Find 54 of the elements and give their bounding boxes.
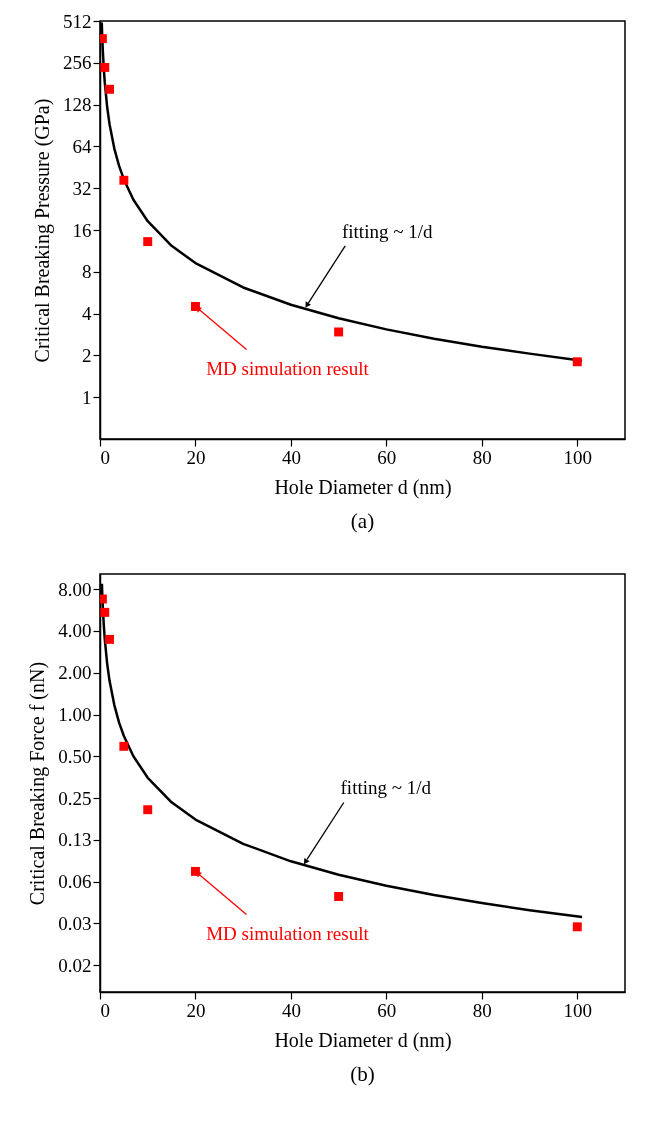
y-tick-label: 16 xyxy=(72,219,92,241)
point xyxy=(100,607,110,617)
point xyxy=(105,84,115,94)
y-tick-label: 4.00 xyxy=(58,620,92,642)
x-tick-label: 0 xyxy=(100,446,110,468)
y-tick-label: 0.50 xyxy=(58,745,92,767)
x-tick-label: 80 xyxy=(472,999,492,1021)
point xyxy=(572,922,582,932)
x-tick-label: 20 xyxy=(186,446,206,468)
y-tick-label: 0.02 xyxy=(58,954,92,976)
y-axis-title: Critical Breaking Force f (nN) xyxy=(26,661,50,906)
y-tick-label: 0.06 xyxy=(58,871,92,893)
text: (a) xyxy=(350,509,375,533)
annotation: MD simulation result xyxy=(206,358,370,380)
y-tick-label: 0.25 xyxy=(58,787,92,809)
x-tick-label: 0 xyxy=(100,999,110,1021)
x-tick-label: 100 xyxy=(563,999,593,1021)
x-tick-label: 40 xyxy=(281,446,301,468)
y-tick-label: 2.00 xyxy=(58,662,92,684)
x-tick-label: 80 xyxy=(472,446,492,468)
y-tick-label: 8 xyxy=(82,261,92,283)
point xyxy=(119,741,129,751)
y-tick-label: 512 xyxy=(63,10,92,32)
y-tick-label: 0.13 xyxy=(58,829,92,851)
y-tick-label: 128 xyxy=(63,94,92,116)
point xyxy=(143,237,153,247)
y-tick-label: 0.03 xyxy=(58,912,92,934)
x-tick-label: 60 xyxy=(377,999,397,1021)
y-tick-label: 4 xyxy=(82,303,92,325)
text: (b) xyxy=(350,1062,375,1086)
y-tick-label: 64 xyxy=(72,135,92,157)
x-axis-title: Hole Diameter d (nm) xyxy=(274,475,452,499)
y-tick-label: 1.00 xyxy=(58,704,92,726)
y-tick-label: 256 xyxy=(63,52,92,74)
point xyxy=(334,892,344,901)
annotation: fitting ~ 1/d xyxy=(340,777,432,799)
x-tick-label: 40 xyxy=(281,999,301,1021)
y-tick-label: 2 xyxy=(82,344,92,366)
y-tick-label: 32 xyxy=(72,177,92,199)
x-tick-label: 60 xyxy=(377,446,397,468)
y-axis-title: Critical Breaking Pressure (GPa) xyxy=(31,98,54,363)
x-axis-title: Hole Diameter d (nm) xyxy=(274,1028,452,1052)
point xyxy=(100,62,110,72)
y-tick-label: 8.00 xyxy=(58,578,92,600)
point xyxy=(334,327,344,337)
point xyxy=(572,357,582,367)
y-tick-label: 1 xyxy=(82,386,92,408)
x-tick-label: 20 xyxy=(186,999,206,1021)
annotation: fitting ~ 1/d xyxy=(341,220,433,242)
point xyxy=(143,805,153,815)
point xyxy=(105,634,115,644)
annotation: MD simulation result xyxy=(206,923,370,945)
point xyxy=(119,175,129,185)
x-tick-label: 100 xyxy=(563,446,593,468)
